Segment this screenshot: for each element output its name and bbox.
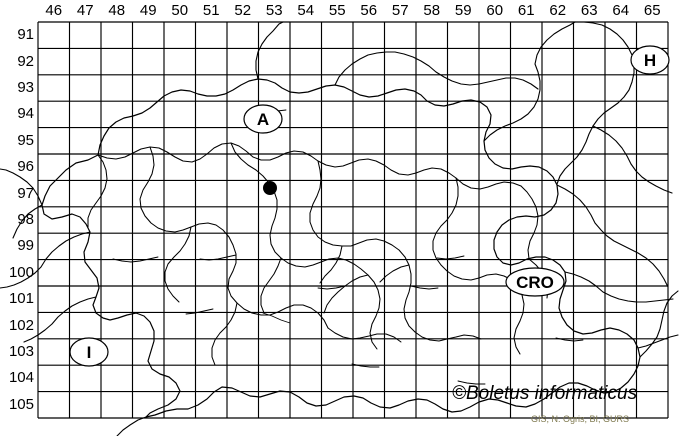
copyright-notice: ©Boletus informaticus xyxy=(452,383,638,404)
country-outline-layer xyxy=(0,21,679,436)
occurrence-point-layer xyxy=(263,181,277,195)
row-label: 97 xyxy=(17,184,34,202)
column-label: 57 xyxy=(391,2,409,19)
internal-boundary-13 xyxy=(432,177,459,266)
grid-line-layer xyxy=(37,21,669,419)
internal-boundary-7 xyxy=(230,142,282,259)
row-label: 91 xyxy=(17,26,34,44)
country-tag-ellipse xyxy=(243,104,283,134)
country-tag-ellipse xyxy=(630,45,670,75)
column-label: 49 xyxy=(139,2,157,19)
country-tag-ellipse xyxy=(505,267,565,297)
internal-boundary-12 xyxy=(403,264,416,333)
row-label: 99 xyxy=(17,237,34,255)
column-label: 55 xyxy=(328,2,346,19)
internal-boundary-22 xyxy=(260,257,282,314)
column-label: 54 xyxy=(297,2,315,19)
column-label: 60 xyxy=(486,2,504,19)
internal-boundary-8 xyxy=(280,257,369,276)
occurrence-point xyxy=(263,181,277,195)
internal-boundary-1 xyxy=(97,142,319,163)
column-label: 53 xyxy=(265,2,283,19)
column-label: 47 xyxy=(76,2,94,19)
row-label: 92 xyxy=(17,52,34,70)
row-label: 102 xyxy=(8,316,34,334)
internal-boundary-14 xyxy=(440,264,513,281)
internal-boundary-23 xyxy=(323,274,369,314)
column-label: 58 xyxy=(423,2,441,19)
slovenia-border xyxy=(41,78,641,418)
row-label: 95 xyxy=(17,131,34,149)
row-label: 93 xyxy=(17,79,34,96)
row-label: 98 xyxy=(17,211,34,228)
column-label: 51 xyxy=(202,2,220,19)
row-label: 105 xyxy=(8,395,34,413)
column-label: 59 xyxy=(454,2,472,19)
row-label: 100 xyxy=(8,263,34,281)
row-label: 94 xyxy=(17,105,34,123)
column-label: 46 xyxy=(45,2,63,19)
column-label: 65 xyxy=(643,2,661,19)
country-tag-layer: A H CRO I xyxy=(69,45,670,367)
internal-boundary-4 xyxy=(139,146,192,233)
row-label: 101 xyxy=(8,290,34,308)
column-label: 50 xyxy=(171,2,189,19)
internal-boundary-20 xyxy=(327,327,402,343)
detail-lines xyxy=(112,109,584,385)
internal-boundary-18 xyxy=(164,226,192,303)
internal-boundary-26 xyxy=(319,245,343,284)
country-tag-label: A xyxy=(257,110,269,129)
row-label: 104 xyxy=(8,369,34,387)
column-label: 64 xyxy=(612,2,630,19)
internal-boundary-3 xyxy=(455,177,522,190)
internal-boundary-6 xyxy=(236,302,329,329)
internal-boundary-11 xyxy=(341,238,410,266)
croatia-border xyxy=(556,125,679,358)
internal-boundary-16 xyxy=(520,185,539,260)
country-tag-hungary: H xyxy=(630,45,670,75)
country-tag-italy: I xyxy=(69,337,109,367)
country-tag-ellipse xyxy=(69,337,109,367)
column-label: 56 xyxy=(360,2,378,19)
country-tag-label: CRO xyxy=(516,273,554,292)
internal-boundary-17 xyxy=(87,154,108,228)
internal-boundary-2 xyxy=(317,158,457,179)
row-label: 96 xyxy=(17,158,34,176)
row-label: 103 xyxy=(8,343,34,360)
austria-border xyxy=(255,21,635,185)
column-label: 63 xyxy=(580,2,598,19)
attribution-text: GIS, N. Ogris, BI, GURS xyxy=(531,414,630,424)
column-label: 62 xyxy=(549,2,567,19)
country-tag-croatia: CRO xyxy=(505,267,565,297)
country-tag-austria: A xyxy=(243,104,283,134)
internal-boundary-19 xyxy=(211,302,238,366)
column-label: 61 xyxy=(517,2,535,19)
internal-boundary-5 xyxy=(190,222,238,304)
country-tag-label: I xyxy=(87,343,92,362)
column-label: 52 xyxy=(234,2,252,19)
country-tag-label: H xyxy=(644,51,656,70)
column-label: 48 xyxy=(108,2,126,19)
